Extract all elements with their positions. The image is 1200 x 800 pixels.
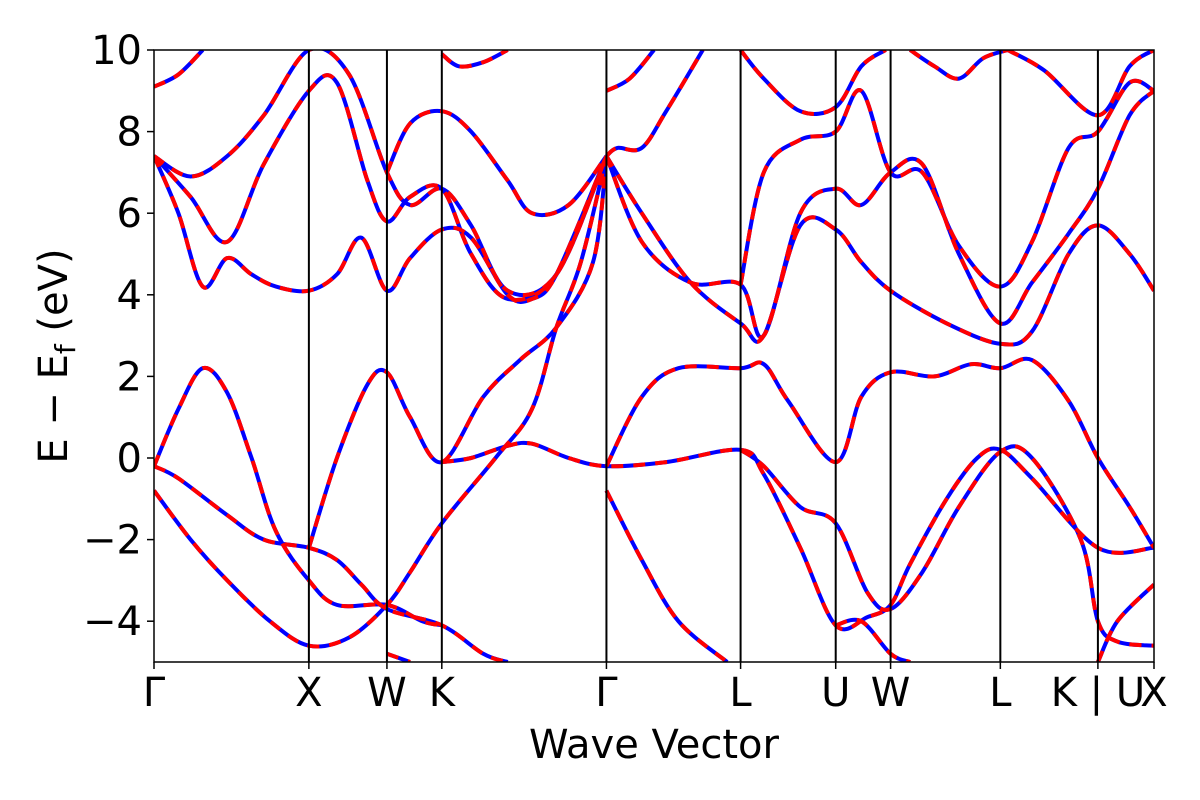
band-16-blue-line xyxy=(739,50,887,116)
band-1-blue-line xyxy=(154,464,509,662)
y-tick-label-5: 6 xyxy=(117,191,142,237)
y-axis-label-main: E − E xyxy=(31,354,77,464)
band-20-red-line xyxy=(154,50,205,89)
band-1-red-line xyxy=(154,464,509,662)
band-11-red-line xyxy=(385,108,609,217)
y-tick-label-2: 0 xyxy=(117,436,142,482)
y-tick-label-7: 10 xyxy=(91,28,142,74)
band-0-blue-line xyxy=(154,155,609,649)
y-axis-label-sub: f xyxy=(49,343,82,354)
bands-layer xyxy=(154,50,1154,662)
band-21-blue-line xyxy=(440,50,509,69)
band-14-blue-line xyxy=(605,50,705,158)
y-tick-label-6: 8 xyxy=(117,110,142,156)
band-18-red-line xyxy=(908,50,1009,81)
band-10-red-line xyxy=(154,50,609,298)
y-tick-label-4: 4 xyxy=(117,273,142,319)
band-6-blue-line xyxy=(604,489,729,662)
band-3-red-line xyxy=(306,155,609,549)
band-4-red-line xyxy=(441,440,1154,632)
x-tick-label-7: W xyxy=(871,670,911,716)
band-24-red-line xyxy=(1096,583,1154,662)
x-tick-label-8: L xyxy=(989,670,1012,716)
band-14-red-line xyxy=(605,50,705,158)
x-tick-label-5: L xyxy=(729,670,752,716)
band-7-red-line xyxy=(739,444,1154,648)
band-17-red-line xyxy=(738,78,1154,289)
x-tick-label-1: X xyxy=(295,670,322,716)
band-13-red-line xyxy=(604,155,1154,347)
band-24-blue-line xyxy=(1096,583,1154,662)
plot-frame xyxy=(153,49,1155,663)
y-axis-label-unit: (eV) xyxy=(31,248,77,344)
band-22-blue-line xyxy=(835,617,911,662)
x-tick-label-6: U xyxy=(821,670,850,716)
band-9-red-line xyxy=(154,73,609,302)
band-2-red-line xyxy=(154,365,443,628)
x-tick-label-3: K xyxy=(429,670,457,716)
y-tick-label-0: −4 xyxy=(83,599,142,645)
band-21-red-line xyxy=(440,50,509,69)
band-4-blue-line xyxy=(441,440,1154,632)
band-12-blue-line xyxy=(604,89,1154,340)
y-tick-label-1: −2 xyxy=(83,518,142,564)
band-10-blue-line xyxy=(154,50,609,298)
x-tick-label-9: K | U xyxy=(1051,670,1145,716)
y-axis: −4 −2 0 2 4 6 8 10 xyxy=(83,28,154,645)
x-tick-label-2: W xyxy=(367,670,407,716)
band-22-red-line xyxy=(835,617,911,662)
y-axis-label: E − Ef (eV) xyxy=(31,248,82,463)
band-6-red-line xyxy=(604,489,729,662)
band-15-red-line xyxy=(605,50,656,93)
x-tick-label-0: Γ xyxy=(143,670,166,716)
y-tick-label-3: 2 xyxy=(117,354,142,400)
band-12-red-line xyxy=(604,89,1154,340)
band-5-red-line xyxy=(604,356,1154,549)
band-8-red-line xyxy=(154,155,609,304)
kpoint-lines xyxy=(307,50,1099,662)
x-tick-label-10: X xyxy=(1140,670,1167,716)
x-axis-label: Wave Vector xyxy=(529,722,780,768)
band-3-blue-line xyxy=(306,155,609,549)
x-tick-label-4: Γ xyxy=(595,670,618,716)
band-16-red-line xyxy=(739,50,887,116)
